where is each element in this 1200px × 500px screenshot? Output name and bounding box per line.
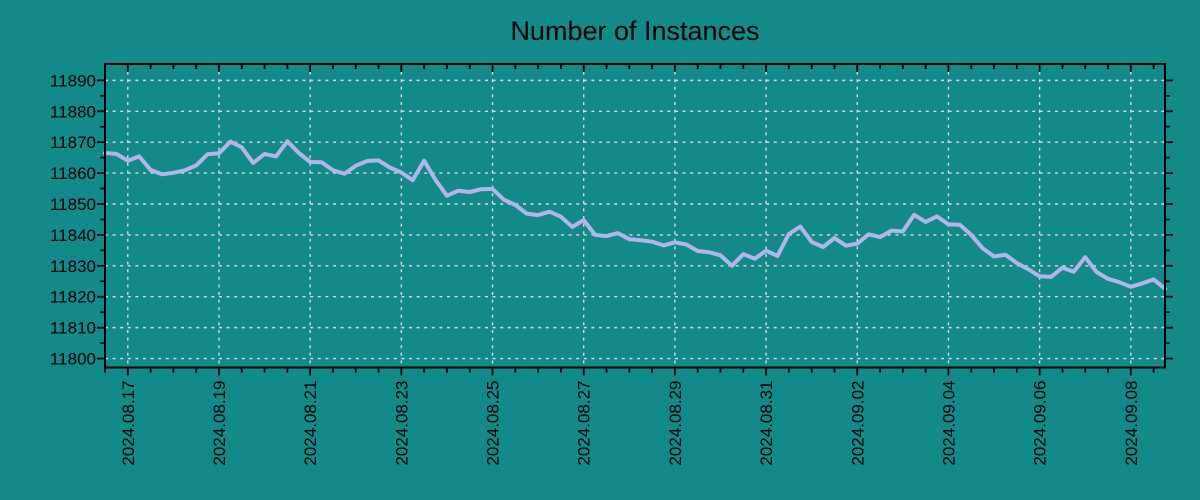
y-tick-label: 11870 [50, 133, 96, 152]
x-tick-label: 2024.08.29 [666, 381, 685, 466]
x-tick-label: 2024.09.08 [1122, 381, 1141, 466]
y-tick-label: 11880 [50, 102, 96, 121]
x-tick-label: 2024.09.06 [1031, 381, 1050, 466]
gridlines [105, 64, 1165, 368]
x-tick-label: 2024.08.21 [301, 381, 320, 466]
x-tick-label: 2024.08.17 [119, 381, 138, 466]
y-tick-label: 11840 [50, 226, 96, 245]
x-axis-labels: 2024.08.17 2024.08.19 2024.08.21 2024.08.23… [119, 380, 1141, 465]
x-tick-label: 2024.08.25 [484, 380, 503, 465]
x-tick-label: 2024.08.31 [757, 381, 776, 466]
y-tick-label: 11810 [50, 319, 96, 338]
y-tick-label: 11850 [50, 195, 96, 214]
y-tick-label: 11820 [50, 288, 96, 307]
y-tick-label: 11830 [50, 257, 96, 276]
x-tick-label: 2024.08.27 [575, 381, 594, 466]
series-line [103, 139, 1167, 291]
y-tick-label: 11800 [50, 350, 96, 369]
x-tick-label: 2024.09.04 [939, 381, 958, 466]
y-axis-labels: 11800 11810 11820 11830 11840 11850 11860 11870… [50, 71, 96, 368]
plot-border [104, 63, 1166, 369]
x-tick-label: 2024.08.19 [210, 381, 229, 466]
y-tick-label: 11860 [50, 164, 96, 183]
axis-ticks [97, 64, 1173, 376]
y-tick-label: 11890 [50, 71, 96, 90]
x-tick-label: 2024.09.02 [848, 381, 867, 466]
x-tick-label: 2024.08.23 [392, 381, 411, 466]
chart-title: Number of Instances [510, 16, 759, 46]
